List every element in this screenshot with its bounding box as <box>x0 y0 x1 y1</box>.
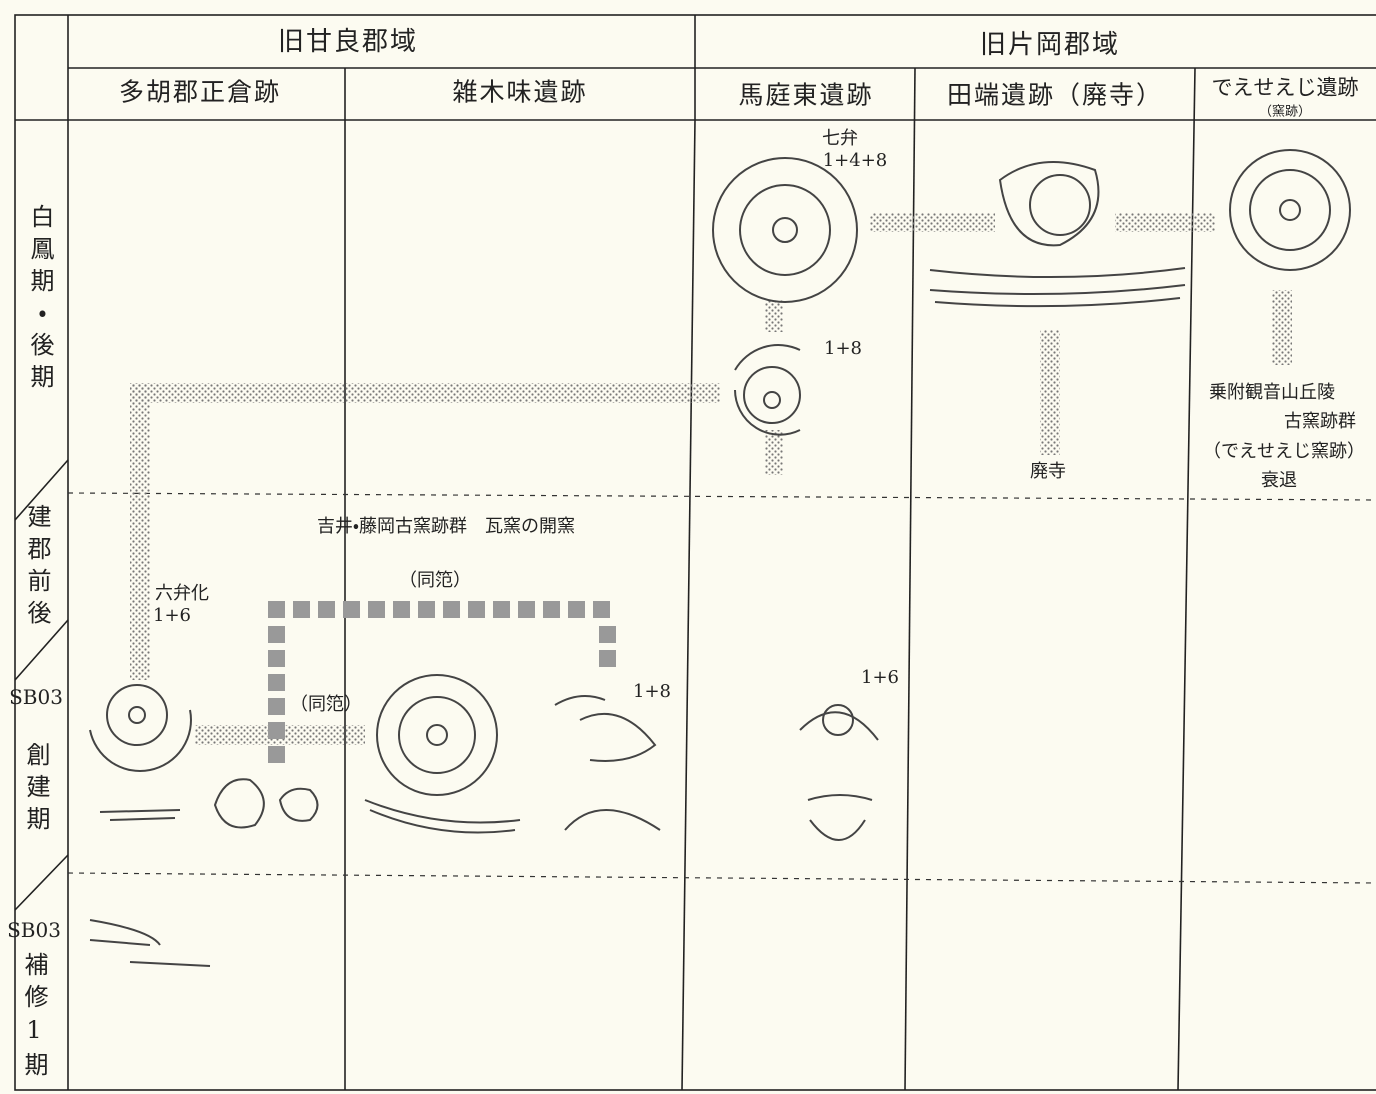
site-header: 馬庭東遺跡 <box>738 80 874 110</box>
same-mold-marker <box>568 601 585 618</box>
annotation: 吉井・藤岡古窯跡群 瓦窯の開窯 <box>316 516 576 537</box>
annotation: 1+4+8 <box>822 150 888 171</box>
same-mold-marker <box>493 601 510 618</box>
annotation: （同笵） <box>290 694 362 715</box>
same-mold-marker <box>268 746 285 763</box>
group-header: 旧片岡郡域 <box>979 30 1121 60</box>
annotation: 1+8 <box>633 681 671 702</box>
annotation: 1+6 <box>153 605 191 626</box>
same-mold-marker <box>268 722 285 739</box>
site-header: 田端遺跡（廃寺） <box>946 80 1164 110</box>
same-mold-marker <box>468 601 485 618</box>
same-mold-marker <box>443 601 460 618</box>
site-header: でえせえじ遺跡 <box>1211 75 1359 100</box>
site-header: 多胡郡正倉跡 <box>118 77 282 107</box>
group-header: 旧甘良郡域 <box>277 27 419 57</box>
same-mold-marker <box>418 601 435 618</box>
period-code: SB03 <box>7 918 61 942</box>
annotation: 乗附観音山丘陵 <box>1209 382 1335 403</box>
same-mold-marker <box>593 601 610 618</box>
same-mold-marker <box>393 601 410 618</box>
same-mold-marker <box>268 698 285 715</box>
period-code: SB03 <box>9 685 63 709</box>
same-mold-marker <box>343 601 360 618</box>
annotation: 古窯跡群 <box>1284 411 1356 432</box>
annotation: 七弁 <box>822 128 858 149</box>
same-mold-marker <box>268 650 285 667</box>
same-mold-marker <box>599 650 616 667</box>
same-mold-marker <box>293 601 310 618</box>
same-mold-marker <box>268 601 285 618</box>
same-mold-marker <box>518 601 535 618</box>
same-mold-marker <box>268 626 285 643</box>
annotation: （同笵） <box>399 570 471 591</box>
same-mold-marker <box>599 626 616 643</box>
annotation: 1+6 <box>861 667 899 688</box>
annotation: 衰退 <box>1261 470 1297 491</box>
annotation: 六弁化 <box>155 583 209 604</box>
period-label: 補修1期 <box>20 952 48 1084</box>
same-mold-marker <box>368 601 385 618</box>
site-header: 雑木味遺跡 <box>452 77 588 107</box>
same-mold-marker <box>318 601 335 618</box>
annotation: 1+8 <box>824 338 862 359</box>
site-note: （窯跡） <box>1258 104 1312 120</box>
period-label: 建郡前後 <box>23 504 51 632</box>
annotation: 廃寺 <box>1030 461 1066 482</box>
period-label: 白鳳期・後期 <box>26 204 54 396</box>
same-mold-marker <box>543 601 560 618</box>
same-mold-marker <box>268 674 285 691</box>
annotation: （でえせえじ窯跡） <box>1203 441 1365 462</box>
period-label: 創建期 <box>22 742 50 838</box>
